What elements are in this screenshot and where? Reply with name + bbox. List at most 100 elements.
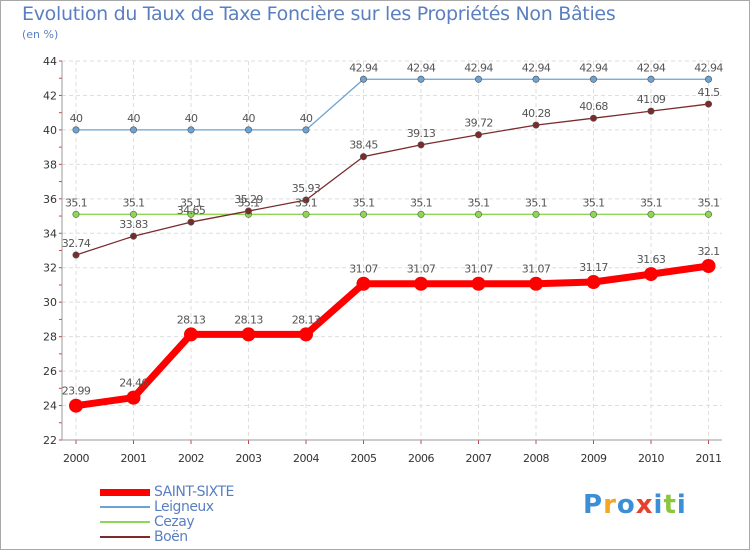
logo-letter: t xyxy=(663,490,677,520)
data-label: 42.94 xyxy=(637,61,666,74)
data-label: 32.1 xyxy=(697,245,719,258)
data-point xyxy=(72,126,80,134)
data-point xyxy=(130,126,138,134)
legend-swatch xyxy=(100,488,150,496)
data-label: 39.72 xyxy=(464,117,493,130)
data-point xyxy=(471,276,486,291)
data-label: 42.94 xyxy=(349,61,378,74)
legend-swatch xyxy=(100,521,150,523)
logo-letter: o xyxy=(616,490,636,520)
data-point xyxy=(647,75,655,83)
data-label: 31.17 xyxy=(579,261,608,274)
data-label: 35.1 xyxy=(295,196,317,209)
data-label: 35.29 xyxy=(234,193,263,206)
data-point xyxy=(299,327,313,342)
data-point xyxy=(529,276,543,291)
data-label: 40 xyxy=(300,112,313,125)
data-point xyxy=(302,196,310,204)
data-point xyxy=(704,75,712,83)
data-label: 35.1 xyxy=(697,196,719,209)
data-point xyxy=(589,210,597,218)
data-label: 35.1 xyxy=(65,196,87,209)
data-point xyxy=(532,75,540,83)
x-tick-label: 2011 xyxy=(696,452,722,465)
data-label: 35.1 xyxy=(237,196,259,209)
data-label: 35.1 xyxy=(352,196,374,209)
data-point xyxy=(417,210,425,218)
y-tick-label: 34 xyxy=(43,227,57,240)
data-point xyxy=(72,251,80,259)
x-tick-label: 2009 xyxy=(581,452,607,465)
data-point xyxy=(356,276,371,291)
plot-area xyxy=(62,61,722,440)
data-point xyxy=(532,210,540,218)
y-tick-label: 22 xyxy=(43,434,57,447)
x-tick-label: 2002 xyxy=(178,452,204,465)
data-label: 38.45 xyxy=(349,139,378,152)
x-tick-label: 2007 xyxy=(466,452,492,465)
y-tick-label: 24 xyxy=(43,400,57,413)
legend-swatch xyxy=(100,536,150,538)
x-tick-label: 2006 xyxy=(408,452,434,465)
data-label: 28.13 xyxy=(177,313,206,326)
data-point xyxy=(72,210,80,218)
data-label: 41.5 xyxy=(697,86,720,99)
data-point xyxy=(417,141,425,149)
x-tick-label: 2010 xyxy=(638,452,664,465)
logo-letter: P xyxy=(583,490,604,520)
data-point xyxy=(187,218,195,226)
data-point xyxy=(130,210,138,218)
legend-label: Cezay xyxy=(154,514,195,530)
data-point xyxy=(414,276,428,291)
data-point xyxy=(586,275,601,290)
y-tick-label: 44 xyxy=(43,55,57,68)
data-point xyxy=(647,107,655,115)
data-label: 40 xyxy=(242,112,255,125)
data-label: 35.1 xyxy=(582,196,604,209)
data-label: 41.09 xyxy=(637,93,666,106)
data-point xyxy=(187,210,195,218)
data-label: 28.13 xyxy=(292,313,321,326)
data-point xyxy=(126,390,141,405)
data-label: 40.68 xyxy=(579,100,608,113)
chart-subtitle: (en %) xyxy=(22,28,59,41)
data-label: 35.1 xyxy=(410,196,432,209)
legend-label: Boën xyxy=(154,529,188,545)
data-label: 31.07 xyxy=(522,263,551,276)
data-label: 42.94 xyxy=(579,61,608,74)
data-point xyxy=(474,210,482,218)
data-label: 31.07 xyxy=(407,263,436,276)
logo-letter: x xyxy=(635,490,654,520)
chart-title: Evolution du Taux de Taxe Foncière sur l… xyxy=(22,3,616,25)
data-point xyxy=(532,121,540,129)
data-label: 24.46 xyxy=(119,377,148,390)
data-point xyxy=(589,75,597,83)
data-label: 42.94 xyxy=(522,61,551,74)
data-label: 35.1 xyxy=(525,196,547,209)
data-point xyxy=(701,259,716,274)
data-label: 28.13 xyxy=(234,313,263,326)
data-label: 42.94 xyxy=(464,61,493,74)
data-point xyxy=(130,232,138,240)
data-point xyxy=(474,75,482,83)
data-label: 33.83 xyxy=(119,218,148,231)
data-point xyxy=(69,398,83,413)
y-tick-label: 30 xyxy=(43,296,57,309)
data-label: 31.63 xyxy=(637,253,666,266)
y-tick-label: 26 xyxy=(43,365,57,378)
legend-swatch xyxy=(100,506,150,508)
y-tick-label: 32 xyxy=(43,262,57,275)
data-point xyxy=(302,210,310,218)
series-line xyxy=(75,78,710,131)
legend-label: Leigneux xyxy=(154,499,214,515)
data-label: 35.93 xyxy=(292,182,321,195)
y-tick-label: 28 xyxy=(43,331,57,344)
proxiti-logo: Proxiti xyxy=(583,490,687,520)
data-point xyxy=(245,126,253,134)
legend-label: SAINT-SIXTE xyxy=(154,484,234,500)
data-point xyxy=(187,126,195,134)
x-tick-label: 2003 xyxy=(236,452,262,465)
y-tick-label: 40 xyxy=(43,124,57,137)
data-point xyxy=(644,267,658,282)
